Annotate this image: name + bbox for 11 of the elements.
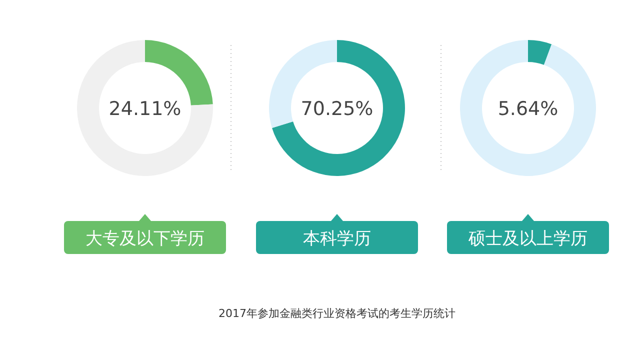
text: 5.64% bbox=[498, 98, 558, 120]
donut-slice bbox=[460, 40, 596, 176]
text: 70.25% bbox=[300, 98, 374, 120]
legend-label: 硕士及以上学历 bbox=[468, 229, 588, 249]
legend-label: 本科学历 bbox=[303, 229, 371, 249]
text: 24.11% bbox=[108, 98, 182, 120]
text: 2017年参加金融类行业资格考试的考生学历统计 bbox=[218, 307, 456, 320]
donut-slice bbox=[77, 40, 213, 176]
donut-slice bbox=[272, 40, 405, 176]
donut-slice bbox=[528, 40, 552, 65]
legend-label: 大专及以下学历 bbox=[86, 229, 204, 249]
